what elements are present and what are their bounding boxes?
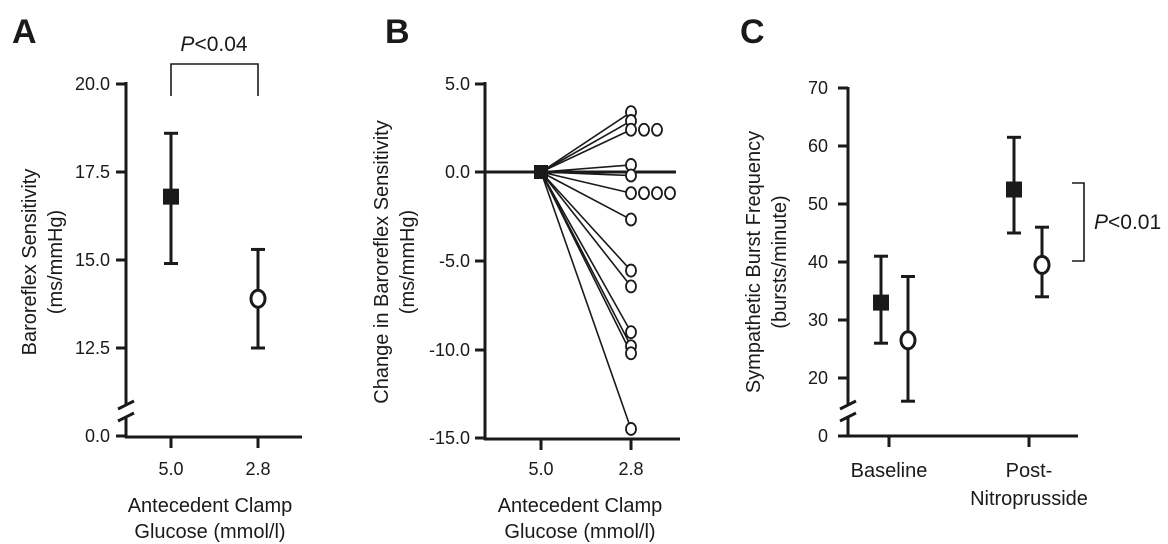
panel-c-y-tick-label-2: 30	[808, 310, 828, 330]
panel-a-x-tick-label-0: 5.0	[158, 459, 183, 479]
panel-b-endpoint-16	[625, 346, 637, 361]
panel-c-point-0-marker	[873, 294, 889, 311]
panel-b-endpoint-17	[625, 422, 637, 436]
panel-c-y-label: Sympathetic Burst Frequency	[743, 131, 765, 393]
panel-b-subject-line-2	[540, 129, 632, 173]
panel-a-significance-bracket	[170, 63, 259, 96]
panel-b-subject-line-5	[540, 164, 632, 173]
panel-b-x-tick-label-1: 2.8	[618, 459, 643, 479]
panel-c-category-nitroprusside: Nitroprusside	[970, 488, 1088, 510]
panel-a-p-value: P<0.04	[180, 33, 247, 56]
panel-b-subject-line-16	[540, 171, 632, 354]
panel-b-endpoint-10	[664, 186, 676, 201]
panel-a-x-label-line2: Glucose (mmol/l)	[134, 521, 285, 543]
panel-a-y-label-unit: (ms/mmHg)	[45, 210, 67, 314]
panel-b-subject-line-11	[540, 171, 632, 221]
panel-c-p-value: P<0.01	[1094, 211, 1161, 234]
panel-c: C 0 20 30 40 50 60 70 Baseline Post- Nit…	[740, 13, 1161, 510]
panel-b-endpoint-2	[625, 122, 637, 137]
panel-b-y-tick-label-4: -15.0	[429, 428, 470, 448]
panel-c-letter: C	[740, 13, 765, 51]
panel-b-endpoint-4	[651, 122, 663, 137]
panel-a-y-tick-label-0: 0.0	[85, 426, 110, 446]
panel-a-letter: A	[12, 13, 37, 51]
panel-b-y-tick-label-2: -5.0	[439, 251, 470, 271]
panel-c-significance-bracket	[1072, 182, 1085, 262]
panel-a-x-tick-label-1: 2.8	[245, 459, 270, 479]
panel-b-y-label-unit: (ms/mmHg)	[397, 210, 419, 314]
panel-a-point-0-marker	[163, 188, 179, 205]
panel-b-endpoint-13	[625, 279, 637, 294]
panel-b-y-tick-label-0: 5.0	[445, 74, 470, 94]
panel-b-endpoint-8	[638, 186, 650, 201]
panel-a-x-label: Antecedent Clamp	[128, 495, 293, 517]
panel-b-x-tick-label-0: 5.0	[528, 459, 553, 479]
panel-a-y-label: Baroreflex Sensitivity	[19, 169, 41, 356]
panel-c-y-label-unit: (bursts/minute)	[769, 195, 791, 328]
panel-b-subject-line-12	[540, 171, 632, 272]
panel-b: B 5.0 0.0 -5.0 -10.0 -15.0 5.0 2.8 Antec…	[371, 13, 680, 543]
panel-a-y-tick-label-1: 12.5	[75, 338, 110, 358]
panel-c-point-2-marker	[1006, 181, 1022, 198]
panel-a-point-1-marker	[249, 288, 267, 309]
panel-b-subject-line-0	[540, 111, 632, 173]
panel-b-letter: B	[385, 13, 410, 51]
panel-a-y-tick-label-2: 15.0	[75, 250, 110, 270]
panel-c-y-tick-label-0: 0	[818, 426, 828, 446]
panel-c-category-baseline: Baseline	[851, 460, 928, 482]
panel-b-subject-line-13	[540, 171, 632, 287]
panel-a: A 0.0 12.5 15.0 17.5 20.0 5.0 2.8 Antece…	[12, 13, 302, 543]
panel-b-endpoint-7	[625, 186, 637, 201]
panel-b-endpoint-14	[625, 325, 637, 340]
panel-b-endpoint-6	[625, 168, 637, 183]
panel-c-y-tick-label-5: 60	[808, 136, 828, 156]
panel-b-subject-line-14	[540, 171, 632, 333]
panel-b-x-label-line2: Glucose (mmol/l)	[504, 521, 655, 543]
panel-a-points	[163, 131, 267, 350]
panel-c-y-tick-label-1: 20	[808, 368, 828, 388]
panel-b-subject-line-1	[540, 120, 632, 173]
panel-a-axis-break	[117, 399, 135, 423]
panel-b-y-label: Change in Baroreflex Sensitivity	[371, 120, 393, 403]
panel-b-subject-line-17	[540, 171, 632, 430]
panel-c-y-tick-label-6: 70	[808, 78, 828, 98]
panel-a-y-tick-label-4: 20.0	[75, 74, 110, 94]
panel-b-lines	[534, 105, 676, 436]
panel-b-endpoint-11	[625, 212, 637, 227]
panel-b-subject-line-6	[540, 171, 632, 177]
panel-c-point-3-marker	[1033, 254, 1051, 275]
panel-b-y-tick-label-1: 0.0	[445, 162, 470, 182]
panel-c-category-post: Post-	[1006, 460, 1053, 482]
panel-c-points	[873, 135, 1051, 403]
panel-a-y-tick-label-3: 17.5	[75, 162, 110, 182]
panel-b-subject-line-7	[540, 171, 632, 194]
panel-c-y-tick-label-3: 40	[808, 252, 828, 272]
panel-b-endpoint-9	[651, 186, 663, 201]
panel-b-endpoint-12	[625, 263, 637, 278]
panel-c-axis-break	[839, 399, 857, 423]
panel-b-x-label: Antecedent Clamp	[498, 495, 663, 517]
panel-b-endpoint-3	[638, 122, 650, 137]
panel-b-start-marker	[534, 165, 548, 179]
panel-b-y-tick-label-3: -10.0	[429, 340, 470, 360]
panel-c-y-tick-label-4: 50	[808, 194, 828, 214]
panel-c-point-1-marker	[899, 330, 917, 351]
